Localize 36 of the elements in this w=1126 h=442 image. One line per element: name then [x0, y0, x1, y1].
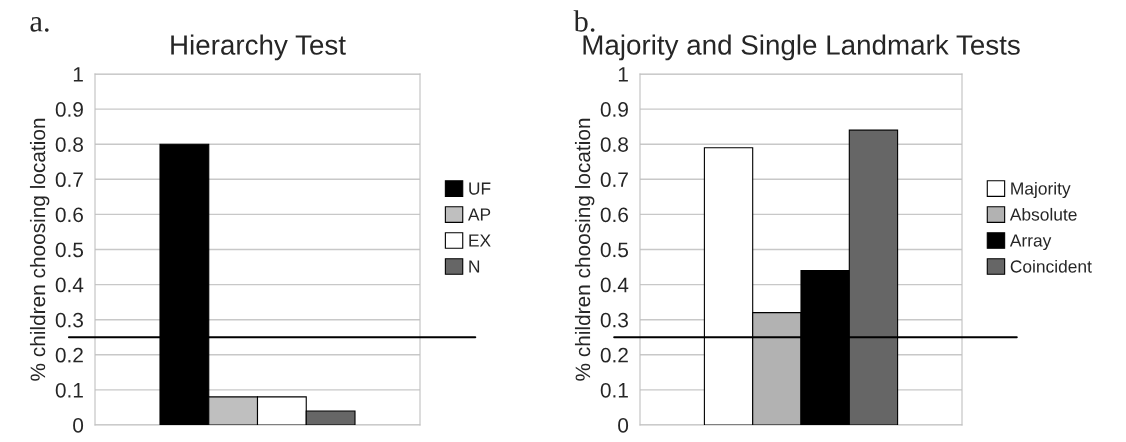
y-tick-label: 0.6	[600, 207, 628, 223]
legend-label: AP	[467, 208, 491, 221]
legend-label: Array	[1009, 234, 1052, 251]
legend-label: EX	[469, 234, 491, 247]
legend-label: Coincident	[1010, 259, 1092, 273]
legend-label: Absolute	[1009, 207, 1077, 221]
y-tick-label: 0.5	[600, 242, 629, 258]
y-tick-label: 0.7	[600, 172, 628, 188]
y-tick-label: 1	[73, 67, 83, 82]
y-tick-label: 0	[618, 418, 629, 433]
legend-label: UF	[469, 182, 491, 195]
y-tick-label: 0.4	[55, 277, 84, 293]
y-tick-label: 1	[618, 67, 628, 82]
legend-label: Majority	[1011, 181, 1071, 199]
y-tick-label: 0.9	[55, 102, 83, 117]
y-tick-label: 0.2	[55, 347, 83, 363]
y-tick-label: 0.1	[55, 382, 83, 398]
y-tick-label: 0.5	[55, 242, 84, 258]
y-tick-label: 0	[73, 418, 84, 433]
y-axis-title: % children choosing location	[574, 118, 595, 381]
y-tick-label: 0.8	[55, 137, 83, 152]
y-tick-label: 0.2	[600, 347, 628, 363]
text: a.	[30, 17, 49, 32]
y-tick-label: 0.4	[600, 277, 629, 293]
y-tick-label: 0.9	[600, 102, 628, 117]
legend-label: N	[469, 260, 480, 273]
y-tick-label: 0.8	[600, 137, 628, 152]
y-tick-label: 0.3	[600, 312, 628, 328]
y-tick-label: 0.1	[600, 382, 628, 398]
text: b.	[573, 10, 595, 32]
y-tick-label: 0.6	[55, 207, 83, 223]
y-tick-label: 0.7	[55, 172, 83, 188]
chart-title: Hierarchy Test	[171, 34, 346, 61]
y-axis-title: % children choosing location	[29, 118, 50, 381]
y-tick-label: 0.3	[55, 312, 83, 328]
chart-title: Majority and Single Landmark Tests	[583, 34, 1020, 61]
